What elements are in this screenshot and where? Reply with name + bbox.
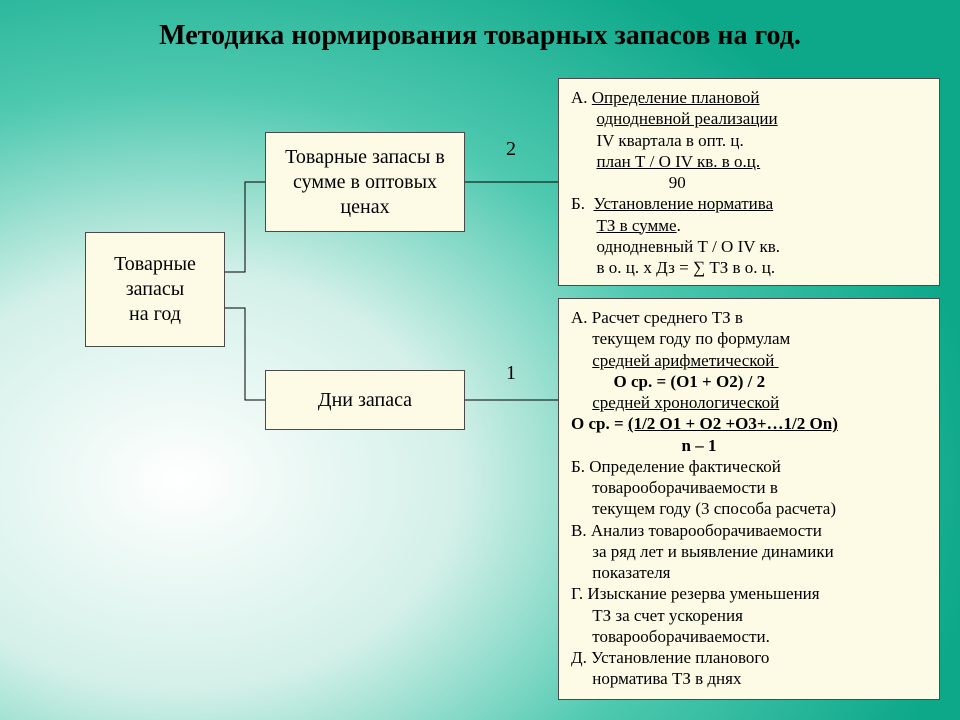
- page-title: Методика нормирования товарных запасов н…: [0, 18, 960, 53]
- node-root: Товарныезапасына год: [85, 232, 225, 347]
- stage: Методика нормирования товарных запасов н…: [0, 0, 960, 720]
- label-1: 1: [506, 362, 516, 385]
- panel-bottom: А. Расчет среднего ТЗ в текущем году по …: [558, 298, 940, 700]
- label-2: 2: [506, 138, 516, 161]
- node-sum: Товарные запасы в сумме в оптовых ценах: [265, 132, 465, 232]
- panel-top: А. Определение плановой однодневной реал…: [558, 78, 940, 286]
- node-days: Дни запаса: [265, 370, 465, 430]
